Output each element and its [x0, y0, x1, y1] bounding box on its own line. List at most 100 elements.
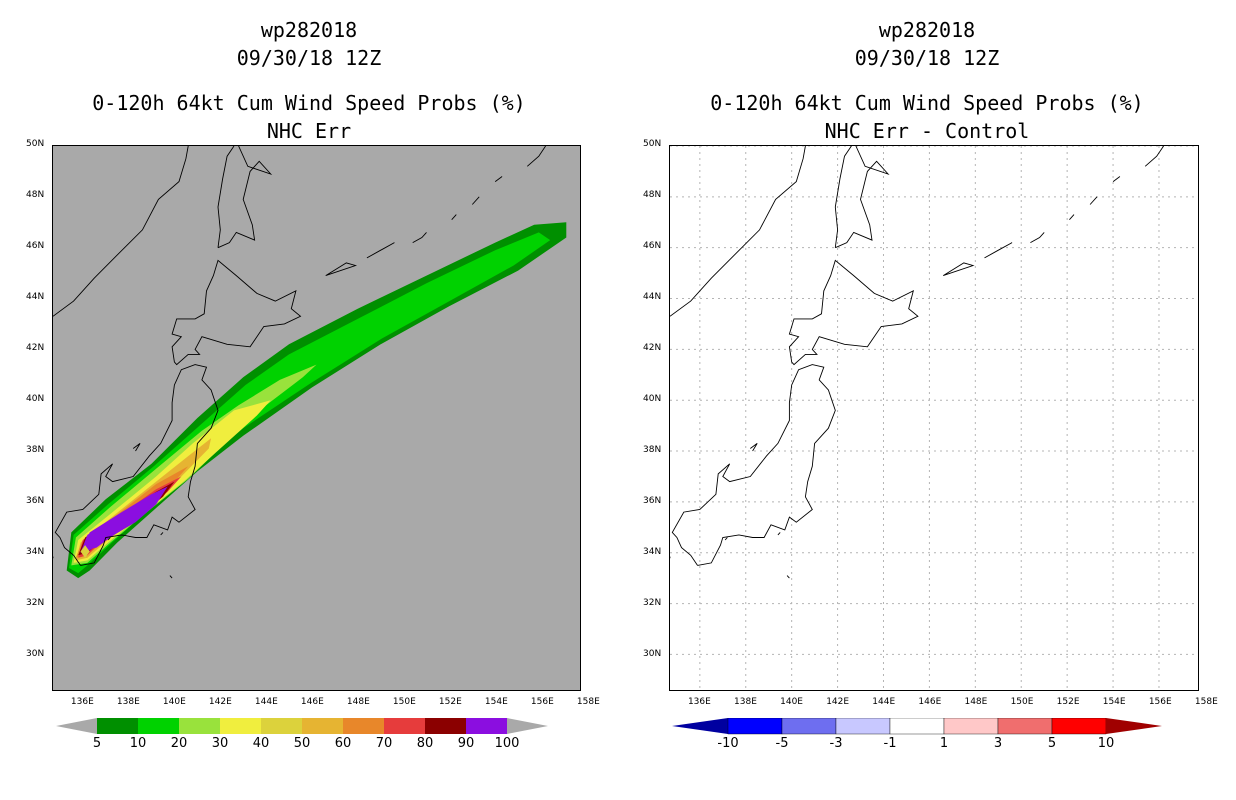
- colorbar-label: 5: [1047, 736, 1057, 751]
- colorbar-label: 100: [494, 736, 520, 751]
- colorbar-swatch-1: [781, 718, 837, 735]
- lat-label: 44N: [643, 292, 662, 303]
- right-storm-id: wp282018: [878, 18, 976, 42]
- coastline-2: [217, 146, 235, 248]
- left-product-title: 0-120h 64kt Cum Wind Speed Probs (%): [92, 91, 526, 115]
- lat-label: 36N: [643, 496, 662, 507]
- coastline-5: [325, 262, 358, 277]
- lon-label: 148E: [964, 697, 988, 707]
- coastline-3: [217, 146, 273, 249]
- coastline-6: [984, 242, 1013, 259]
- lon-label: 142E: [208, 697, 232, 707]
- colorbar-label: 5: [92, 736, 102, 751]
- colorbar-swatch-5: [302, 718, 343, 734]
- coastline-7: [412, 232, 427, 243]
- lat-label: 40N: [643, 394, 662, 405]
- lon-label: 150E: [1010, 697, 1034, 707]
- coastline-10: [494, 176, 503, 182]
- lon-label: 140E: [162, 697, 186, 707]
- lat-label: 48N: [26, 190, 45, 201]
- colorbar-swatch-9: [466, 718, 507, 734]
- coastline-6: [366, 242, 395, 259]
- lat-label: 34N: [26, 547, 45, 558]
- lon-label: 138E: [734, 697, 757, 707]
- lat-label: 44N: [26, 292, 45, 303]
- colorbar-label: 10: [129, 736, 147, 751]
- lon-label: 158E: [1194, 697, 1218, 707]
- coastline-4: [670, 146, 806, 317]
- lat-label: 46N: [26, 241, 45, 252]
- lat-label: 30N: [643, 649, 662, 660]
- lon-label: 138E: [116, 697, 140, 707]
- colorbar-arrow-low: [672, 718, 728, 734]
- coastline-3: [835, 146, 890, 249]
- coastline-13: [160, 532, 164, 536]
- coastline-14: [169, 575, 173, 579]
- coastline-0: [671, 364, 836, 566]
- lat-label: 32N: [643, 598, 662, 609]
- left-probability-map: [52, 145, 581, 691]
- colorbar-arrow-low: [56, 718, 97, 734]
- coastline-16: [724, 537, 728, 541]
- colorbar-label: 3: [993, 736, 1003, 751]
- coastline-15: [750, 443, 758, 452]
- lat-label: 34N: [643, 547, 662, 558]
- coastline-1: [171, 259, 302, 366]
- colorbar-swatch-0: [727, 718, 783, 735]
- lat-label: 36N: [26, 496, 45, 507]
- coastline-7: [1030, 232, 1045, 243]
- right-datetime: 09/30/18 12Z: [854, 46, 1000, 70]
- colorbar-swatch-0: [97, 718, 138, 734]
- lon-label: 148E: [346, 697, 370, 707]
- colorbar-label: 20: [170, 736, 188, 751]
- coastline-8: [1069, 214, 1075, 221]
- lon-label: 144E: [254, 697, 278, 707]
- coastline-1: [788, 259, 919, 366]
- colorbar-swatch-8: [425, 718, 466, 734]
- right-colorbar: [672, 718, 1162, 735]
- lat-label: 40N: [26, 394, 45, 405]
- colorbar-arrow-high: [1106, 718, 1162, 734]
- lon-label: 146E: [300, 697, 324, 707]
- lon-label: 136E: [687, 697, 711, 707]
- coastline-5: [942, 262, 975, 277]
- lon-label: 158E: [576, 697, 600, 707]
- colorbar-label: -5: [775, 736, 789, 751]
- colorbar-swatch-2: [835, 718, 891, 735]
- coastline-2: [834, 146, 852, 248]
- colorbar-swatch-1: [138, 718, 179, 734]
- right-subtitle: NHC Err - Control: [824, 119, 1030, 143]
- colorbar-label: -1: [883, 736, 897, 751]
- coastline-13: [777, 532, 781, 536]
- colorbar-label: 1: [939, 736, 949, 751]
- left-colorbar: [56, 718, 548, 734]
- colorbar-swatch-3: [220, 718, 261, 734]
- colorbar-label: 60: [334, 736, 352, 751]
- lat-label: 38N: [26, 445, 45, 456]
- colorbar-swatch-3: [889, 718, 945, 735]
- lat-label: 50N: [643, 139, 662, 149]
- colorbar-label: 10: [1097, 736, 1115, 751]
- lon-label: 152E: [1056, 697, 1080, 707]
- lon-label: 152E: [438, 697, 462, 707]
- colorbar-swatch-4: [943, 718, 999, 735]
- colorbar-swatch-5: [997, 718, 1053, 735]
- colorbar-arrow-high: [507, 718, 548, 734]
- prob-contour-10: [69, 232, 551, 574]
- coastline-14: [786, 575, 790, 579]
- lon-label: 144E: [872, 697, 896, 707]
- colorbar-label: 70: [375, 736, 393, 751]
- lon-label: 142E: [826, 697, 850, 707]
- coastline-15: [132, 443, 141, 452]
- left-subtitle: NHC Err: [266, 119, 352, 143]
- lat-label: 42N: [26, 343, 45, 354]
- right-product-title: 0-120h 64kt Cum Wind Speed Probs (%): [710, 91, 1144, 115]
- lon-label: 154E: [484, 697, 508, 707]
- lon-label: 140E: [780, 697, 803, 707]
- left-datetime: 09/30/18 12Z: [236, 46, 382, 70]
- lat-label: 46N: [643, 241, 662, 252]
- colorbar-swatch-7: [384, 718, 425, 734]
- colorbar-label: 50: [293, 736, 311, 751]
- lat-label: 38N: [643, 445, 662, 456]
- coastline-4: [53, 146, 189, 317]
